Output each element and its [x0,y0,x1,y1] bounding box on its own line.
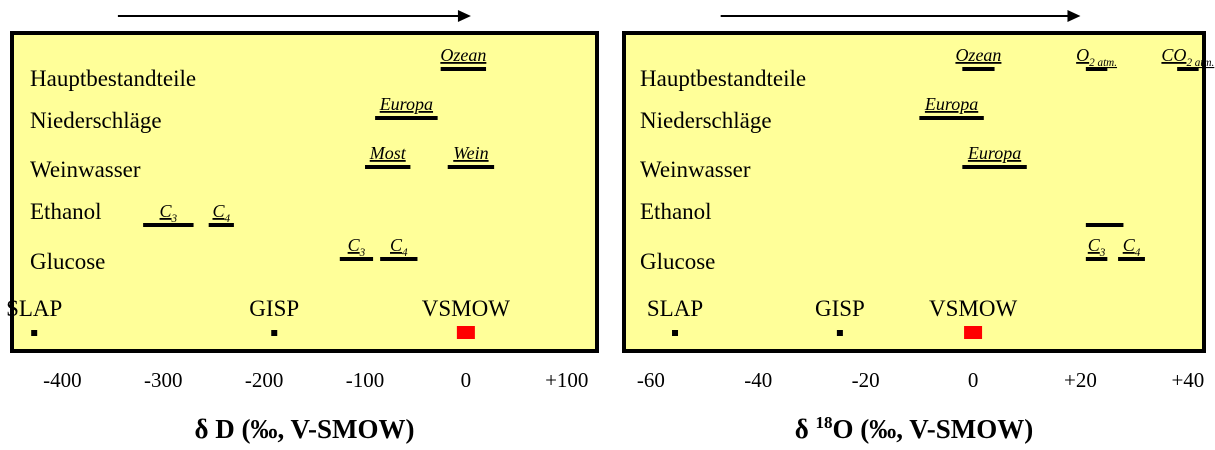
range-label: Europa [967,143,1021,163]
row-label: Weinwasser [30,157,141,182]
row-label: Weinwasser [640,157,751,182]
range-label: CO2 atm. [1161,45,1214,69]
tick-label: +20 [1064,368,1097,392]
range-label: C3 [348,235,366,259]
tick-label: +40 [1171,368,1204,392]
range-label: Europa [924,94,978,114]
range-label: Wein [453,143,488,163]
range-label: C3 [160,201,178,225]
axis-title: δ 18O (‰, V-SMOW) [795,413,1034,444]
tick-label: -60 [637,368,665,392]
range-label: C4 [212,201,230,225]
tick-label: -300 [144,368,183,392]
standard-label: VSMOW [422,296,510,321]
range-label: Europa [379,94,433,114]
range-label: C4 [390,235,408,259]
standard-marker [836,330,843,336]
row-label: Niederschläge [640,108,772,133]
tick-label: -400 [43,368,82,392]
standard-marker [672,330,679,336]
standard-label: SLAP [647,296,703,321]
direction-arrow-head [457,10,471,22]
tick-label: -200 [245,368,284,392]
row-label: Ethanol [30,199,102,224]
row-label: Glucose [30,249,105,274]
tick-label: 0 [461,368,472,392]
panel-2: Hauptbestandteile Niederschläge Weinwasser… [622,10,1214,444]
row-label: Glucose [640,249,715,274]
standard-label: SLAP [6,296,62,321]
range-label: Ozean [440,45,486,65]
standard-marker [964,326,983,339]
plot-area [10,31,599,353]
standard-marker [271,330,278,336]
panel-1: Hauptbestandteile Niederschläge Weinwasser… [6,10,599,444]
tick-label: -100 [346,368,385,392]
axis-title: δ D (‰, V-SMOW) [195,414,415,444]
standard-marker [456,326,475,339]
row-label: Hauptbestandteile [30,66,196,91]
range-label: Most [369,143,407,163]
row-label: Ethanol [640,199,712,224]
range-label: C3 [1088,235,1106,259]
standard-label: GISP [249,296,299,321]
tick-label: 0 [968,368,979,392]
row-label: Niederschläge [30,108,162,133]
plot-area [622,31,1206,353]
tick-label: -20 [852,368,880,392]
standard-marker [31,330,38,336]
range-label: O2 atm. [1076,45,1117,69]
row-label: Hauptbestandteile [640,66,806,91]
standard-label: GISP [815,296,865,321]
range-label: C4 [1123,235,1141,259]
direction-arrow-head [1067,10,1081,22]
standard-label: VSMOW [929,296,1017,321]
tick-label: +100 [545,368,588,392]
tick-label: -40 [744,368,772,392]
range-label: Ozean [955,45,1001,65]
